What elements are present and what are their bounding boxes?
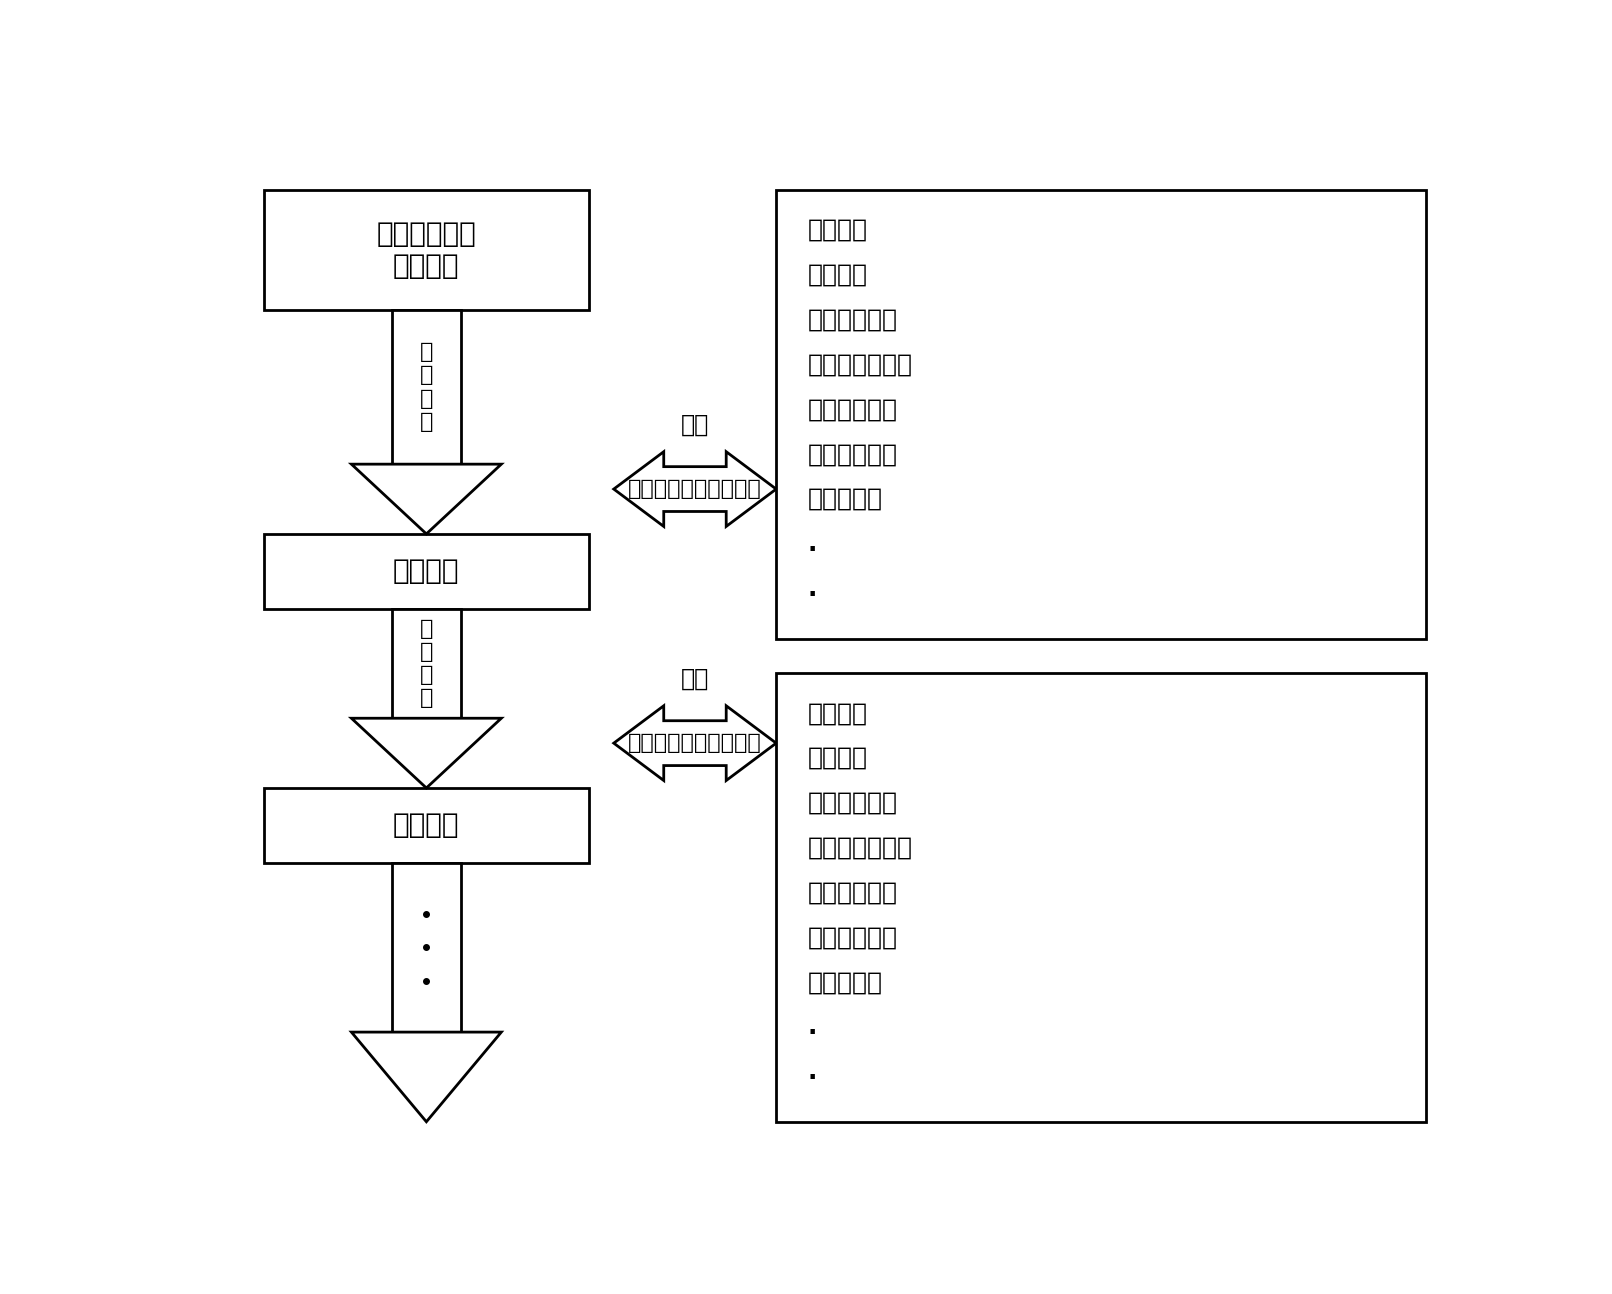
Text: 正
常
工
作: 正 常 工 作 bbox=[419, 342, 434, 432]
Bar bbox=[392, 863, 461, 1033]
Text: 设备开机运行
检查设备: 设备开机运行 检查设备 bbox=[377, 220, 476, 280]
Text: 检查设备: 检查设备 bbox=[393, 558, 459, 585]
Bar bbox=[264, 788, 588, 863]
Polygon shape bbox=[351, 1033, 501, 1122]
Text: 功放故障告警: 功放故障告警 bbox=[808, 791, 898, 815]
Text: 旁路: 旁路 bbox=[680, 666, 709, 691]
Text: 检查设备: 检查设备 bbox=[393, 811, 459, 840]
Text: 旁路: 旁路 bbox=[680, 413, 709, 437]
Text: 过功率告警: 过功率告警 bbox=[808, 970, 882, 994]
Text: .: . bbox=[808, 532, 817, 556]
Bar bbox=[777, 673, 1425, 1122]
Polygon shape bbox=[351, 718, 501, 788]
Bar bbox=[777, 190, 1425, 638]
Bar bbox=[264, 534, 588, 608]
Text: 电源故障告警: 电源故障告警 bbox=[808, 443, 898, 466]
Polygon shape bbox=[351, 465, 501, 534]
Bar bbox=[392, 309, 461, 465]
Text: .: . bbox=[808, 577, 817, 600]
Text: 驻波告警: 驻波告警 bbox=[808, 747, 867, 770]
Text: 过温告警: 过温告警 bbox=[808, 217, 867, 242]
Text: 低噪放故障告警: 低噪放故障告警 bbox=[808, 352, 912, 377]
Text: 功放故障告警: 功放故障告警 bbox=[808, 308, 898, 331]
Text: 正
常
工
作: 正 常 工 作 bbox=[419, 619, 434, 708]
Polygon shape bbox=[614, 452, 777, 527]
Text: 驻波告警: 驻波告警 bbox=[808, 263, 867, 287]
Text: 电源掉电告警: 电源掉电告警 bbox=[808, 881, 898, 905]
Text: 低噪放故障告警: 低噪放故障告警 bbox=[808, 836, 912, 859]
Text: 不正常工作，切换原因: 不正常工作，切换原因 bbox=[629, 479, 762, 499]
Text: 电源掉电告警: 电源掉电告警 bbox=[808, 397, 898, 422]
Text: 过温告警: 过温告警 bbox=[808, 701, 867, 725]
Bar bbox=[264, 190, 588, 309]
Text: 不正常工作，切换原因: 不正常工作，切换原因 bbox=[629, 734, 762, 753]
Text: .: . bbox=[808, 1014, 817, 1039]
Polygon shape bbox=[614, 705, 777, 780]
Text: 过功率告警: 过功率告警 bbox=[808, 487, 882, 511]
Text: .: . bbox=[808, 1060, 817, 1084]
Text: 电源故障告警: 电源故障告警 bbox=[808, 925, 898, 950]
Bar bbox=[392, 608, 461, 718]
